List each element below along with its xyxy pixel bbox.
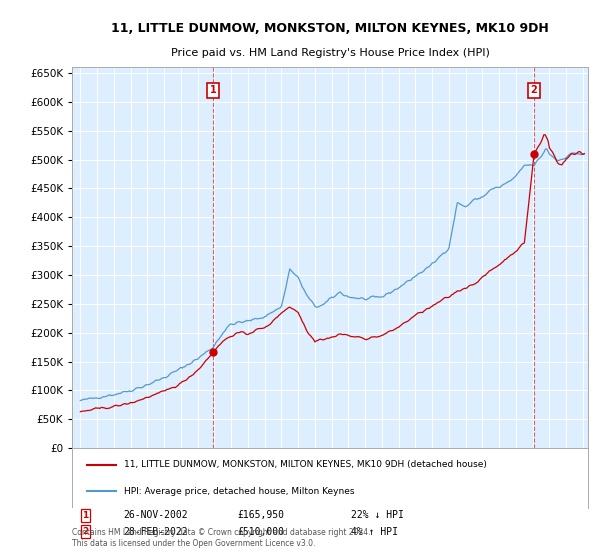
- Text: 1: 1: [82, 511, 89, 520]
- Text: 28-FEB-2022: 28-FEB-2022: [124, 526, 188, 536]
- Text: 11, LITTLE DUNMOW, MONKSTON, MILTON KEYNES, MK10 9DH (detached house): 11, LITTLE DUNMOW, MONKSTON, MILTON KEYN…: [124, 460, 487, 469]
- Text: 2: 2: [531, 85, 538, 95]
- Text: Contains HM Land Registry data © Crown copyright and database right 2024.
This d: Contains HM Land Registry data © Crown c…: [72, 528, 371, 548]
- Text: 4% ↑ HPI: 4% ↑ HPI: [350, 526, 398, 536]
- Text: 2: 2: [82, 527, 89, 536]
- Text: 11, LITTLE DUNMOW, MONKSTON, MILTON KEYNES, MK10 9DH: 11, LITTLE DUNMOW, MONKSTON, MILTON KEYN…: [111, 22, 549, 35]
- Text: 22% ↓ HPI: 22% ↓ HPI: [350, 510, 404, 520]
- Text: Price paid vs. HM Land Registry's House Price Index (HPI): Price paid vs. HM Land Registry's House …: [170, 48, 490, 58]
- Text: HPI: Average price, detached house, Milton Keynes: HPI: Average price, detached house, Milt…: [124, 487, 354, 496]
- Text: £165,950: £165,950: [237, 510, 284, 520]
- Text: £510,000: £510,000: [237, 526, 284, 536]
- Text: 1: 1: [209, 85, 217, 95]
- Text: 26-NOV-2002: 26-NOV-2002: [124, 510, 188, 520]
